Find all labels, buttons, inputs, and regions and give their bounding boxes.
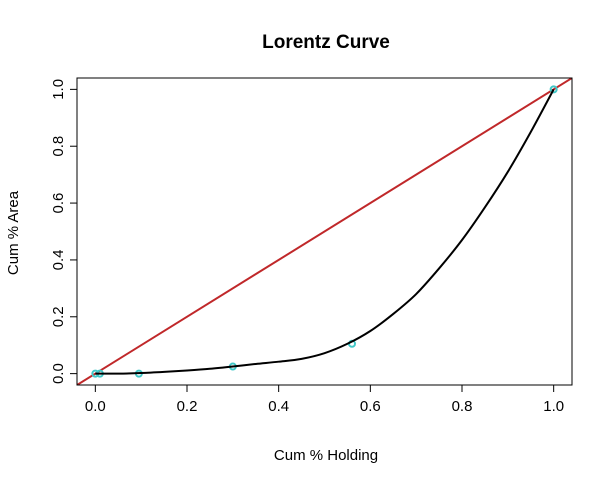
y-tick-label: 0.8 — [50, 136, 67, 157]
x-tick-label: 1.0 — [543, 398, 564, 415]
x-tick-label: 0.8 — [452, 398, 473, 415]
x-tick-label: 0.0 — [85, 398, 106, 415]
x-axis-label: Cum % Holding — [274, 447, 378, 464]
data-point — [549, 85, 558, 94]
equality-line — [77, 78, 572, 385]
y-tick-label: 0.4 — [50, 249, 67, 270]
x-tick-label: 0.4 — [268, 398, 289, 415]
y-tick-label: 0.6 — [50, 193, 67, 214]
chart-title: Lorentz Curve — [262, 32, 390, 53]
lorenz-curve — [95, 88, 555, 375]
plot-frame — [76, 77, 573, 386]
y-tick-label: 0.2 — [50, 306, 67, 327]
x-tick-label: 0.6 — [360, 398, 381, 415]
y-tick-label: 1.0 — [50, 79, 67, 100]
x-tick-label: 0.2 — [177, 398, 198, 415]
y-tick-label: 0.0 — [50, 363, 67, 384]
y-axis-label: Cum % Area — [5, 190, 22, 275]
